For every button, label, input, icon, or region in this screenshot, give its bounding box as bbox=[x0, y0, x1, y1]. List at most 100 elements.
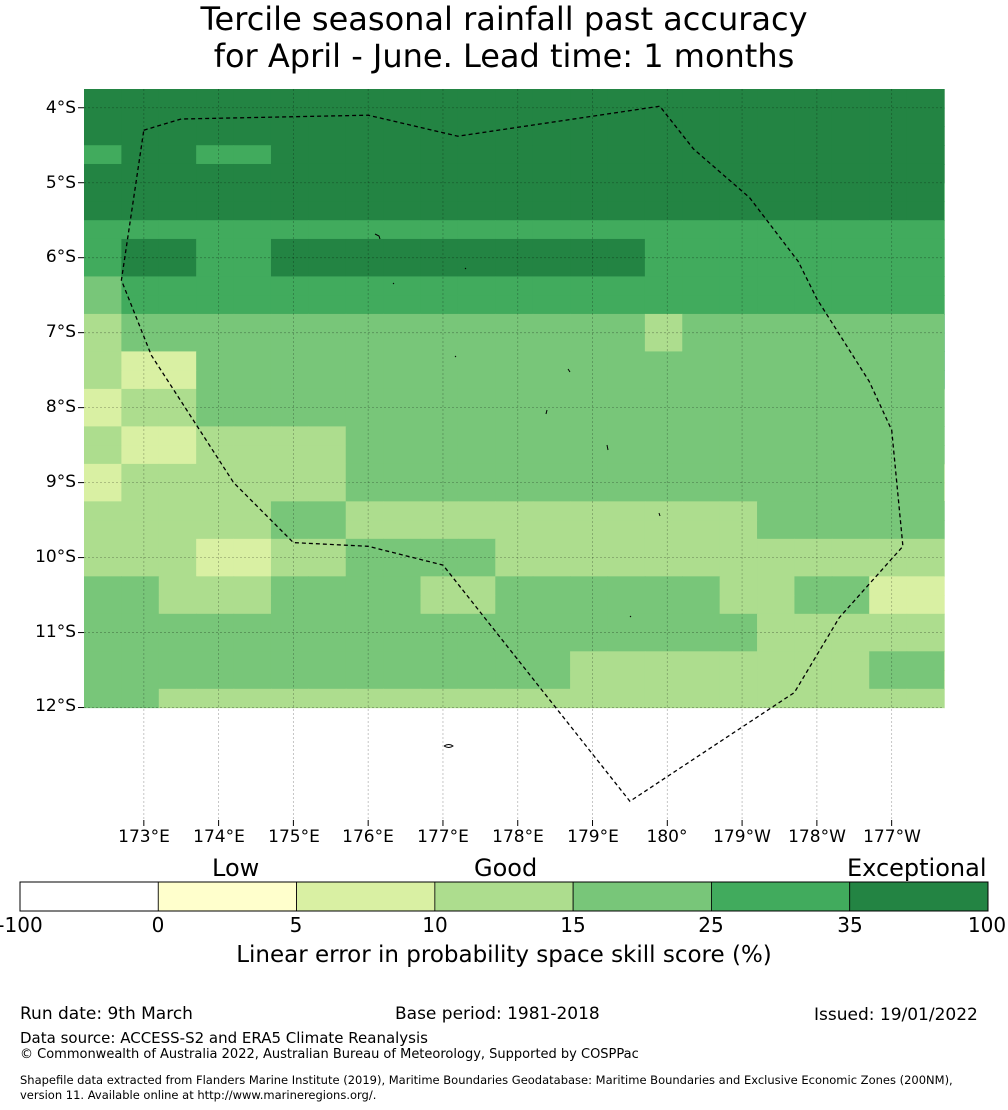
lat-label: 8°S bbox=[45, 397, 76, 417]
skill-cell bbox=[570, 688, 609, 709]
skill-cell bbox=[383, 482, 422, 502]
skill-cell bbox=[345, 407, 384, 427]
skill-cell bbox=[383, 670, 422, 690]
skill-cell bbox=[270, 89, 309, 109]
skill-cell bbox=[607, 632, 646, 652]
skill-cell bbox=[944, 651, 945, 671]
skill-cell bbox=[944, 388, 945, 409]
skill-cell bbox=[158, 557, 197, 577]
skill-cell bbox=[196, 351, 235, 371]
skill-cell bbox=[158, 182, 197, 203]
skill-cell bbox=[644, 182, 683, 203]
skill-cell bbox=[308, 370, 347, 390]
island-outline bbox=[464, 267, 467, 270]
skill-cell bbox=[383, 332, 422, 353]
skill-cell bbox=[196, 201, 235, 221]
skill-cell bbox=[757, 651, 796, 671]
skill-cell bbox=[457, 538, 496, 559]
skill-cell bbox=[944, 220, 945, 240]
skill-cell bbox=[345, 276, 384, 296]
skill-cell bbox=[719, 145, 758, 165]
skill-cell bbox=[495, 220, 534, 240]
skill-cell bbox=[719, 445, 758, 465]
skill-cell bbox=[570, 145, 609, 165]
footer-shapefile-line-1: Shapefile data extracted from Flanders M… bbox=[20, 1073, 953, 1087]
lon-label: 180° bbox=[646, 827, 688, 847]
skill-cell bbox=[233, 163, 272, 184]
skill-cell bbox=[570, 501, 609, 521]
skill-cell bbox=[84, 651, 122, 671]
skill-cell bbox=[906, 501, 945, 521]
skill-cell bbox=[383, 89, 422, 109]
skill-cell bbox=[158, 576, 197, 596]
skill-cell bbox=[644, 370, 683, 390]
skill-cell bbox=[196, 538, 235, 559]
skill-cell bbox=[495, 163, 534, 184]
skill-cell bbox=[757, 370, 796, 390]
skill-cell bbox=[495, 332, 534, 353]
skill-cell bbox=[719, 482, 758, 502]
skill-cell bbox=[532, 501, 571, 521]
skill-cell bbox=[570, 651, 609, 671]
skill-cell bbox=[757, 463, 796, 484]
skill-cell bbox=[532, 595, 571, 615]
lon-label: 173°E bbox=[118, 827, 170, 847]
skill-cell bbox=[345, 595, 384, 615]
skill-cell bbox=[644, 332, 683, 353]
skill-cell bbox=[495, 407, 534, 427]
skill-cell bbox=[757, 351, 796, 371]
colorbar-title: Linear error in probability space skill … bbox=[236, 942, 772, 968]
skill-cell bbox=[831, 632, 870, 652]
skill-cell bbox=[944, 182, 945, 203]
skill-cell bbox=[757, 313, 796, 334]
skill-cell bbox=[308, 576, 347, 596]
skill-cell bbox=[270, 201, 309, 221]
skill-cell bbox=[682, 670, 721, 690]
skill-cell bbox=[345, 445, 384, 465]
skill-cell bbox=[121, 576, 160, 596]
skill-cell bbox=[84, 463, 122, 484]
skill-cell bbox=[308, 89, 347, 109]
skill-cell bbox=[906, 220, 945, 240]
skill-cell bbox=[158, 351, 197, 371]
skill-cell bbox=[869, 238, 908, 259]
skill-cell bbox=[495, 651, 534, 671]
skill-cell bbox=[532, 688, 571, 709]
skill-cell bbox=[420, 595, 459, 615]
skill-cell bbox=[570, 613, 609, 634]
skill-cell bbox=[944, 351, 945, 371]
skill-cell bbox=[869, 557, 908, 577]
skill-cell bbox=[944, 576, 945, 596]
skill-cell bbox=[270, 238, 309, 259]
skill-cell bbox=[794, 163, 833, 184]
island-outline bbox=[567, 368, 571, 373]
skill-cell bbox=[532, 651, 571, 671]
skill-cell bbox=[196, 220, 235, 240]
skill-cell bbox=[869, 182, 908, 203]
skill-cell bbox=[84, 613, 122, 634]
skill-cell bbox=[794, 576, 833, 596]
skill-cell bbox=[308, 407, 347, 427]
skill-cell bbox=[457, 688, 496, 709]
skill-cell bbox=[383, 557, 422, 577]
skill-cell bbox=[831, 313, 870, 334]
skill-cell bbox=[84, 595, 122, 615]
skill-cell bbox=[84, 332, 122, 353]
skill-cell bbox=[532, 220, 571, 240]
skill-cell bbox=[906, 520, 945, 540]
skill-cell bbox=[719, 501, 758, 521]
skill-cell bbox=[84, 295, 122, 315]
skill-cell bbox=[345, 576, 384, 596]
colorbar-bin bbox=[157, 881, 297, 912]
skill-cell bbox=[84, 501, 122, 521]
skill-cell bbox=[607, 426, 646, 446]
skill-cell bbox=[607, 351, 646, 371]
skill-cell bbox=[794, 182, 833, 203]
skill-cell bbox=[570, 445, 609, 465]
skill-cell bbox=[869, 89, 908, 109]
skill-cell bbox=[270, 613, 309, 634]
skill-cell bbox=[308, 426, 347, 446]
skill-cell bbox=[121, 688, 160, 709]
skill-cell bbox=[345, 370, 384, 390]
skill-cell bbox=[644, 89, 683, 109]
